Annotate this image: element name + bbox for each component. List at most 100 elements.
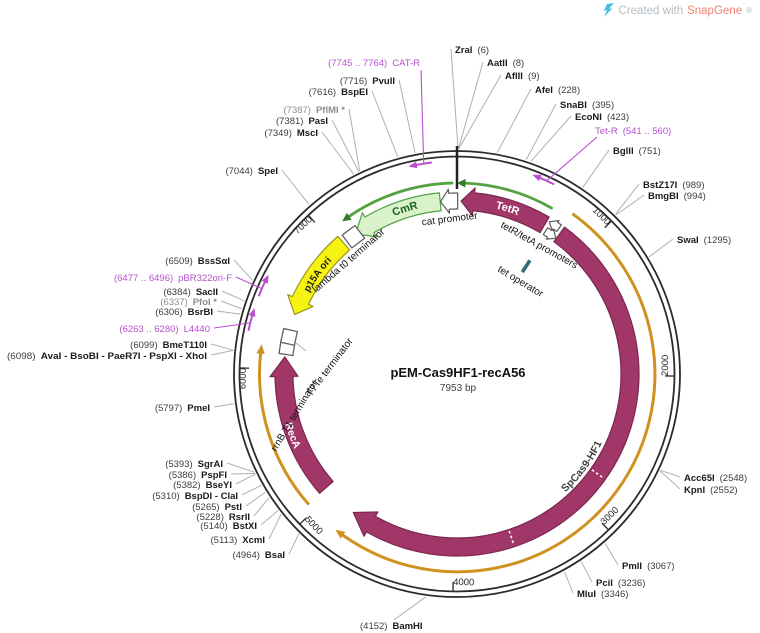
- enzyme-label-bsss-i: (6509) BssSαI: [165, 256, 230, 267]
- primer-arrowhead-pbr322ori-f: [261, 274, 269, 284]
- leader-mlui: [564, 571, 574, 594]
- leader-aatii: [457, 61, 484, 150]
- feature-cat-promoter-arrow: [439, 188, 459, 214]
- feature-cmr: [354, 192, 442, 238]
- feature-tetr: [460, 187, 550, 234]
- leader-swai: [648, 238, 674, 258]
- leader-lines: [210, 48, 681, 621]
- watermark-prefix: Created with: [618, 4, 684, 17]
- tick-7000: [307, 214, 316, 223]
- primer-leader-pbr322ori-f: [235, 276, 263, 290]
- watermark: Created with SnapGene ®: [602, 3, 752, 18]
- tick-5000: [298, 517, 308, 526]
- enzyme-label-msci: (7349) MscI: [264, 128, 318, 139]
- leader-bamhi: [393, 596, 427, 621]
- leader-afei: [496, 88, 532, 153]
- tick-label-6000: 6000: [237, 368, 249, 389]
- enzyme-label-bsai: (4964) BsaI: [232, 550, 285, 561]
- feature-reca: [269, 356, 334, 494]
- enzyme-label-sgrai: (5393) SgrAI: [165, 459, 223, 470]
- cat-promoter-label: cat promoter: [421, 211, 479, 229]
- orf-arc-0: [341, 212, 657, 574]
- enzyme-label-xcmi: (5113) XcmI: [211, 535, 265, 546]
- primer-arrowhead-l4440: [248, 307, 256, 317]
- transcript-arrowhead-1: [456, 178, 466, 188]
- enzyme-label-bspei: (7616) BspEI: [309, 87, 368, 98]
- leader-bsai: [288, 533, 300, 555]
- primer-label-pbr322ori-f: (6477 .. 6496) pBR322ori-F: [114, 273, 232, 284]
- enzyme-label-pspfi: (5386) PspFI: [169, 470, 227, 481]
- feature-spcas9-hf1-segment-dash-1: [508, 530, 515, 546]
- primer-label-tet-r: Tet-R (541 .. 560): [595, 126, 671, 137]
- primer-marks: [213, 69, 598, 332]
- enzyme-label-avai-bsobi-paer7i-pspxi-xhoi: (6098) AvaI - BsoBI - PaeR7I - PspXI - Xh…: [7, 351, 207, 362]
- orf-arcs: [256, 212, 657, 574]
- transcript-arrowhead-0: [342, 212, 352, 222]
- leader-bsrbi: [216, 310, 241, 315]
- transcript-arc-1: [463, 181, 553, 210]
- enzyme-label-bstxi: (5140) BstXI: [200, 521, 257, 532]
- orf-arc-1: [258, 352, 310, 506]
- primer-leader-cat-r: [420, 69, 425, 164]
- leader-xcmi: [268, 514, 282, 540]
- primer-leader-l4440: [213, 322, 251, 329]
- leader-rsrii: [253, 497, 270, 517]
- leader-acc65i: [660, 469, 681, 478]
- tet-operator-label: tet operator: [495, 264, 545, 300]
- t7te-terminator-label: T7Te terminator: [305, 336, 356, 399]
- leader-bseyi: [235, 473, 256, 485]
- leader-msci: [321, 131, 355, 175]
- leader-bmet110i: [210, 343, 234, 351]
- leader-pfoi-: [220, 300, 242, 310]
- primer-mark-cat-r: [415, 161, 432, 167]
- feature-spcas9-hf1-segment-dash-0: [591, 469, 605, 480]
- orf-arrowhead-1: [256, 344, 265, 355]
- enzyme-label-bmgbi: BmgBI (994): [648, 191, 706, 202]
- leader-bstxi: [260, 510, 279, 526]
- watermark-registered: ®: [746, 6, 752, 15]
- enzyme-label-pasi: (7381) PasI: [276, 116, 328, 127]
- orf-arrowhead-0: [335, 529, 346, 539]
- enzyme-label-sacii: (6384) SacII: [163, 287, 218, 298]
- enzyme-label-pmei: (5797) PmeI: [155, 403, 210, 414]
- enzyme-label-zrai: ZraI (6): [455, 45, 489, 56]
- enzyme-label-bstz17i: BstZ17I (989): [643, 180, 705, 191]
- tick-label-4000: 4000: [453, 577, 474, 588]
- enzyme-label-snabi: SnaBI (395): [560, 100, 614, 111]
- snapgene-logo-icon: [603, 3, 614, 17]
- enzyme-label-swai: SwaI (1295): [677, 235, 731, 246]
- enzyme-label-bsrbi: (6306) BsrBI: [155, 307, 213, 318]
- leader-zrai: [450, 48, 459, 150]
- feature-tet-promoter-inner: [542, 227, 557, 240]
- leader-psti: [245, 491, 266, 507]
- leader-aflii: [458, 74, 502, 150]
- leader-sacii: [221, 290, 245, 302]
- leader-bspdi-clai: [241, 484, 262, 496]
- leader-econi: [530, 115, 572, 162]
- tick-label-5000: 5000: [302, 514, 325, 537]
- enzyme-label-rsrii: (5228) RsrII: [196, 512, 250, 523]
- enzyme-label-aflii: AflII (9): [505, 71, 540, 82]
- leader-pflmi-: [348, 108, 361, 172]
- enzyme-label-spei: (7044) SpeI: [225, 166, 278, 177]
- leader-pcii: [580, 561, 593, 583]
- enzyme-label-psti: (5265) PstI: [192, 502, 242, 513]
- feature-t7te-terminator: [279, 327, 299, 347]
- enzyme-label-bspdi-clai: (5310) BspDI - ClaI: [152, 491, 238, 502]
- leader-terminator-labels: [295, 342, 307, 352]
- leader-pmli: [604, 543, 619, 566]
- enzyme-label-pflmi-: (7387) PflMI *: [284, 105, 346, 116]
- transcript-arrows: [342, 178, 553, 222]
- enzyme-label-aatii: AatII (8): [487, 58, 524, 69]
- leader-sgrai: [226, 462, 255, 473]
- feature-lambda-t0-terminator: [341, 224, 366, 249]
- enzyme-label-afei: AfeI (228): [535, 85, 580, 96]
- enzyme-label-pcii: PciI (3236): [596, 578, 645, 589]
- enzyme-label-econi: EcoNI (423): [575, 112, 629, 123]
- enzyme-label-bamhi: (4152) BamHI: [360, 621, 423, 632]
- leader-bsss-i: [233, 259, 253, 281]
- feature-p15a-ori: [287, 235, 351, 315]
- watermark-brand: SnapGene: [687, 4, 743, 17]
- leader-pvuii: [398, 79, 416, 154]
